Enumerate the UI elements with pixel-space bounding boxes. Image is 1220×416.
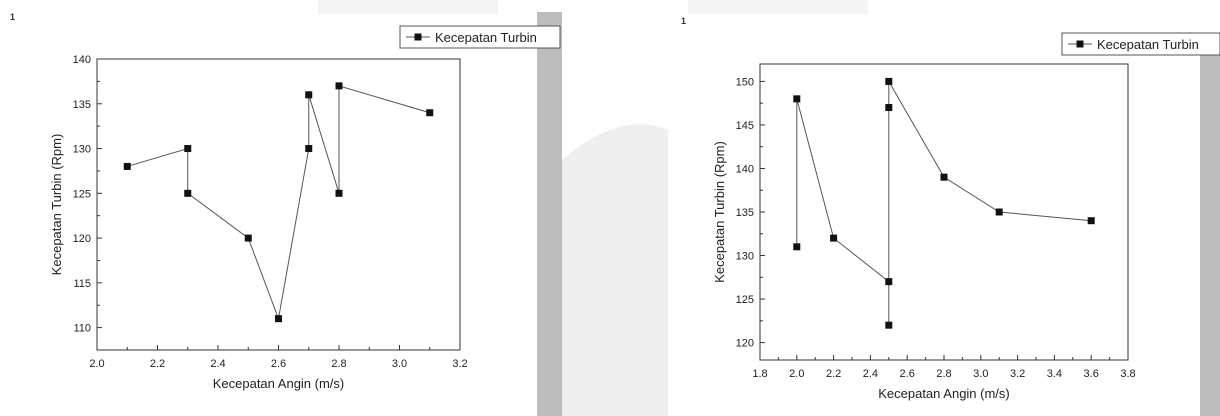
data-point bbox=[885, 77, 893, 85]
data-point bbox=[793, 243, 801, 251]
left-window-number: 1 bbox=[10, 12, 15, 22]
series-line bbox=[796, 79, 1092, 326]
right-side-bar bbox=[1200, 46, 1220, 416]
x-tick-label: 2.8 bbox=[331, 358, 346, 370]
x-tick-label: 2.6 bbox=[271, 358, 286, 370]
data-point bbox=[244, 234, 252, 242]
x-tick-label: 3.0 bbox=[392, 358, 407, 370]
x-tick-label: 3.4 bbox=[1047, 368, 1062, 380]
y-axis-label: Kecepatan Turbin (Rpm) bbox=[49, 134, 64, 276]
x-axis-label: Kecepatan Angin (m/s) bbox=[213, 376, 345, 391]
legend: Kecepatan Turbin bbox=[399, 25, 561, 49]
legend-marker bbox=[414, 33, 422, 41]
data-point bbox=[305, 145, 313, 153]
watermark-shape bbox=[562, 124, 668, 416]
series-line bbox=[127, 85, 430, 321]
x-tick-label: 2.8 bbox=[936, 368, 951, 380]
data-point bbox=[184, 145, 192, 153]
y-tick-label: 145 bbox=[736, 120, 754, 132]
x-axis-label: Kecepatan Angin (m/s) bbox=[878, 386, 1010, 401]
data-point bbox=[885, 321, 893, 329]
legend-box bbox=[1061, 32, 1220, 56]
y-tick-label: 120 bbox=[73, 233, 91, 245]
y-axis-label: Kecepatan Turbin (Rpm) bbox=[712, 141, 727, 283]
plot-frame bbox=[96, 58, 461, 351]
data-point bbox=[305, 91, 313, 99]
data-point bbox=[940, 173, 948, 181]
data-point bbox=[885, 104, 893, 112]
x-tick-label: 3.6 bbox=[1084, 368, 1099, 380]
x-tick-label: 3.2 bbox=[452, 358, 467, 370]
y-tick-label: 150 bbox=[736, 76, 754, 88]
chart-left: 2.0 2.2 2.4 2.6 2.8 3.0 3.2 110 115 120 125 130 135 1… bbox=[49, 25, 561, 391]
y-tick-label: 110 bbox=[73, 323, 91, 335]
data-point bbox=[123, 162, 131, 170]
x-tick-label: 2.6 bbox=[900, 368, 915, 380]
x-tick-label: 2.4 bbox=[210, 358, 225, 370]
legend-box bbox=[399, 25, 561, 49]
x-tick-label: 2.0 bbox=[789, 368, 804, 380]
chart-right: 1.8 2.0 2.2 2.4 2.6 2.8 3.0 3.2 3.4 3.6 3.8 120 125 1… bbox=[712, 32, 1220, 401]
y-tick-label: 140 bbox=[736, 163, 754, 175]
x-tick-label: 3.0 bbox=[973, 368, 988, 380]
data-point bbox=[793, 95, 801, 103]
y-tick-label: 125 bbox=[73, 188, 91, 200]
x-tick-label: 2.2 bbox=[150, 358, 165, 370]
top-tab-right bbox=[688, 0, 868, 14]
x-tick-label: 3.2 bbox=[1010, 368, 1025, 380]
data-point bbox=[335, 82, 343, 90]
data-point bbox=[885, 278, 893, 286]
x-tick-label: 2.0 bbox=[89, 358, 104, 370]
y-tick-label: 140 bbox=[73, 54, 91, 66]
legend-label: Kecepatan Turbin bbox=[435, 30, 537, 45]
data-point bbox=[995, 208, 1003, 216]
y-tick-label: 130 bbox=[736, 251, 754, 263]
legend: Kecepatan Turbin bbox=[1061, 32, 1220, 56]
data-point bbox=[426, 109, 434, 117]
data-point bbox=[275, 315, 282, 323]
legend-marker bbox=[1076, 40, 1084, 48]
y-tick-label: 115 bbox=[73, 278, 91, 290]
y-tick-label: 130 bbox=[73, 144, 91, 156]
x-tick-label: 2.2 bbox=[826, 368, 841, 380]
y-tick-label: 120 bbox=[736, 338, 754, 350]
x-tick-label: 1.8 bbox=[752, 368, 767, 380]
data-point bbox=[830, 234, 838, 242]
x-tick-label: 2.4 bbox=[863, 368, 878, 380]
data-point bbox=[335, 189, 343, 197]
legend-label: Kecepatan Turbin bbox=[1097, 37, 1199, 52]
y-tick-label: 135 bbox=[73, 99, 91, 111]
y-tick-label: 135 bbox=[736, 207, 754, 219]
top-tab-left bbox=[318, 0, 498, 14]
left-side-bar bbox=[537, 12, 562, 416]
data-point bbox=[1087, 217, 1095, 225]
data-point bbox=[184, 189, 192, 197]
x-tick-label: 3.8 bbox=[1120, 368, 1135, 380]
y-tick-label: 125 bbox=[736, 294, 754, 306]
plot-frame bbox=[759, 63, 1129, 361]
right-window-number: 1 bbox=[681, 16, 686, 26]
